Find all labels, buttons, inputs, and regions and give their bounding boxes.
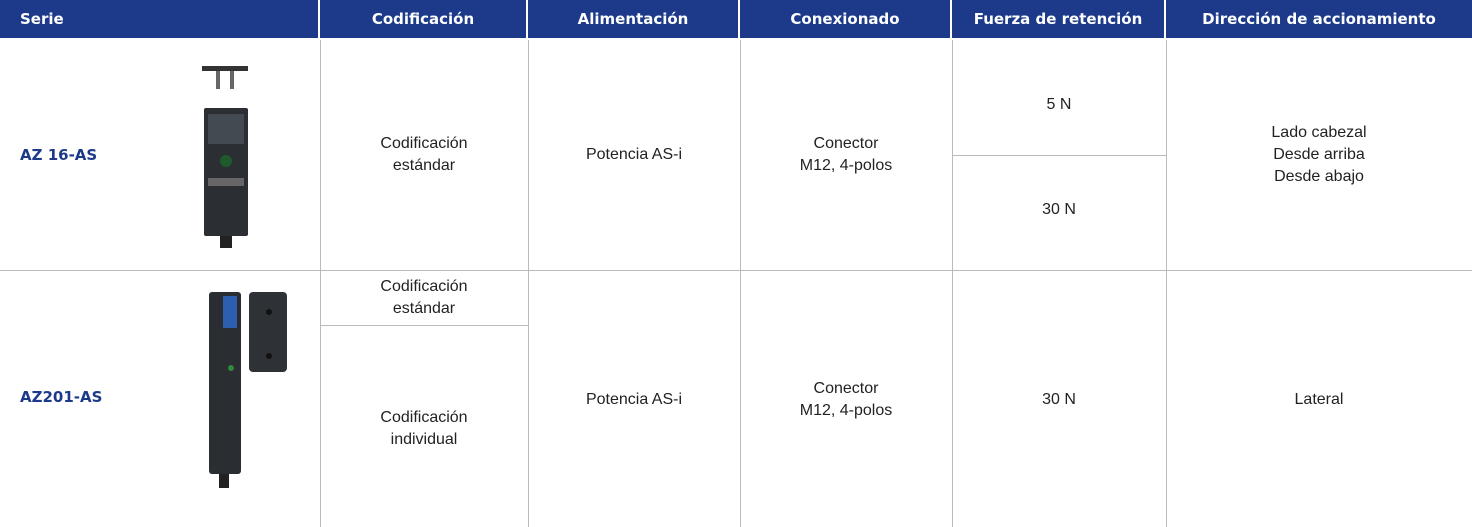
cell: 30 N <box>1042 201 1076 218</box>
divider <box>952 40 953 527</box>
cell: 30 N <box>1042 390 1076 408</box>
divider <box>320 40 321 527</box>
divider <box>528 40 529 527</box>
product-image <box>202 66 248 248</box>
cell: Conector M12, 4-polos <box>799 135 893 174</box>
header-cell: Conexionado <box>740 0 950 38</box>
header-cell: Alimentación <box>528 0 738 38</box>
cell: 5 N <box>1046 96 1072 113</box>
header-cell: Fuerza de retención <box>952 0 1164 38</box>
cell: Lado cabezal Desde arriba Desde abajo <box>1271 124 1367 185</box>
header-cell: Dirección de accionamiento <box>1166 0 1472 38</box>
header-cell: Codificación <box>320 0 526 38</box>
cell: Potencia AS-i <box>585 146 683 163</box>
serie: AZ201-AS <box>20 388 103 406</box>
divider <box>1166 40 1167 527</box>
divider <box>952 155 1166 156</box>
cell: Lateral <box>1294 390 1344 408</box>
divider <box>740 40 741 527</box>
serie: AZ 16-AS <box>20 146 98 164</box>
divider <box>0 270 1472 271</box>
product-image <box>209 292 287 488</box>
header-cell: Serie <box>0 0 318 38</box>
cell: Conector M12, 4-polos <box>799 379 893 419</box>
header-text: Serie <box>20 10 64 28</box>
cell: Codificación estándar <box>380 278 468 317</box>
cell: Codificación estándar <box>380 135 468 174</box>
divider <box>320 325 528 326</box>
cell: Codificación individual <box>380 408 468 448</box>
cell: Potencia AS-i <box>585 390 683 408</box>
